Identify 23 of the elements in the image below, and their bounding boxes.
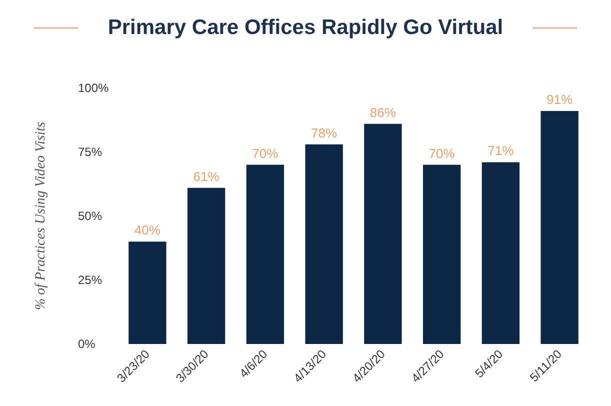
y-tick-label: 0% bbox=[78, 337, 96, 351]
data-label: 78% bbox=[311, 125, 338, 140]
y-tick-label: 25% bbox=[78, 273, 102, 287]
y-tick-label: 50% bbox=[78, 209, 102, 223]
bar bbox=[364, 124, 402, 344]
bar bbox=[305, 144, 343, 344]
data-label: 61% bbox=[193, 168, 220, 184]
bar bbox=[128, 242, 166, 344]
data-label: 70% bbox=[428, 146, 456, 161]
y-tick-label: 100% bbox=[78, 81, 110, 95]
data-label: 91% bbox=[546, 92, 574, 108]
data-label: 71% bbox=[488, 143, 514, 158]
data-label: 86% bbox=[370, 104, 396, 120]
bar bbox=[540, 111, 578, 344]
bar bbox=[482, 162, 520, 344]
y-tick-label: 75% bbox=[78, 145, 102, 159]
data-label: 40% bbox=[134, 222, 161, 238]
data-label: 70% bbox=[252, 146, 279, 161]
bar bbox=[422, 164, 461, 344]
bar bbox=[187, 188, 226, 344]
y-axis-title: % of Practices Using Video Visits bbox=[34, 121, 48, 310]
bar bbox=[246, 164, 284, 344]
chart-title: Primary Care Offices Rapidly Go Virtual bbox=[108, 16, 504, 40]
